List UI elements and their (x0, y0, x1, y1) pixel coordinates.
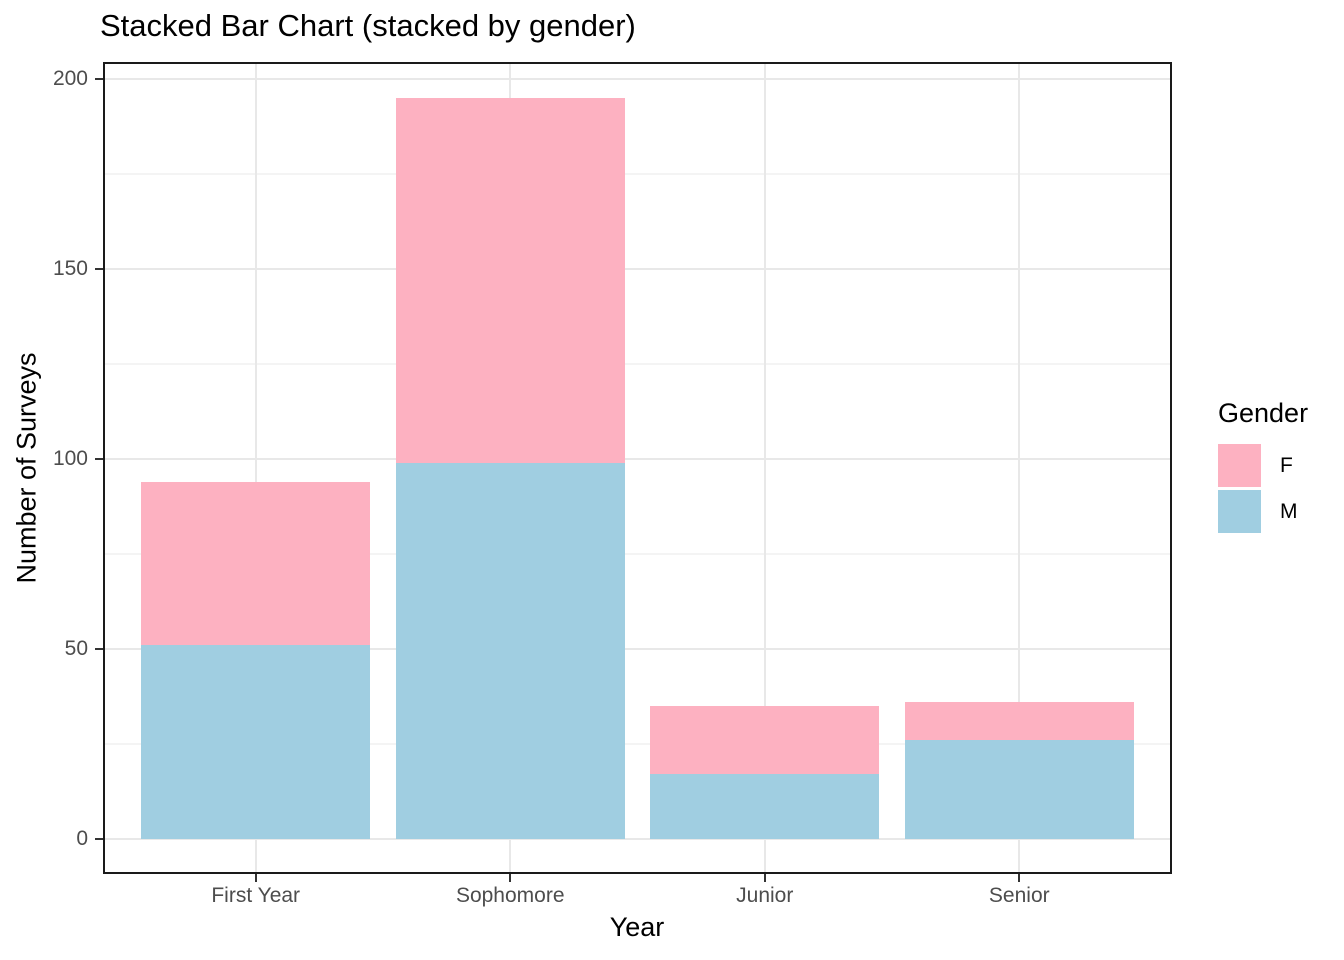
gridline-minor-h (103, 553, 1172, 555)
legend-label-m: M (1280, 499, 1298, 523)
gridline-minor-h (103, 363, 1172, 365)
gridline-minor-h (103, 743, 1172, 745)
gridline-major-h (103, 648, 1172, 650)
x-tick-mark (763, 874, 766, 882)
gridline-major-h (103, 458, 1172, 460)
x-axis-title: Year (609, 912, 665, 942)
bar-sophomore-segment-m (395, 462, 625, 839)
chart-title: Stacked Bar Chart (stacked by gender) (100, 8, 636, 43)
gridline-major-v (1018, 62, 1021, 874)
legend-label-f: F (1280, 453, 1293, 477)
x-tick-mark (509, 874, 512, 882)
y-tick-mark (95, 458, 103, 460)
y-tick-mark (95, 648, 103, 650)
y-tick-mark (95, 268, 103, 270)
bar-first-year-segment-f (141, 481, 371, 646)
y-tick-label: 200 (52, 67, 88, 90)
gridline-major-h (103, 838, 1172, 840)
x-tick-label: Junior (736, 884, 794, 907)
legend-entry-m: M (1218, 490, 1308, 533)
bar-junior-segment-f (650, 706, 880, 775)
y-tick-mark (95, 78, 103, 80)
bar-sophomore-segment-f (395, 98, 625, 463)
y-tick-label: 0 (76, 827, 88, 850)
gridline-major-h (103, 78, 1172, 80)
legend-entry-f: F (1218, 444, 1308, 487)
y-tick-label: 50 (64, 637, 88, 660)
x-tick-label: First Year (211, 884, 301, 907)
legend-title: Gender (1218, 398, 1309, 428)
legend-swatch-m (1218, 490, 1261, 533)
x-tick-mark (254, 874, 257, 882)
bar-first-year-segment-m (141, 645, 371, 839)
x-tick-mark (1018, 874, 1021, 882)
y-tick-mark (95, 838, 103, 840)
gridline-major-v (763, 62, 766, 874)
bar-senior-segment-f (904, 702, 1134, 741)
y-tick-label: 100 (52, 447, 88, 470)
x-tick-label: Senior (988, 884, 1050, 907)
gridline-major-v (254, 62, 257, 874)
legend-swatch-f (1218, 444, 1261, 487)
gridline-minor-h (103, 173, 1172, 175)
plot-panel (103, 62, 1172, 874)
bar-junior-segment-m (650, 774, 880, 839)
bar-senior-segment-m (904, 740, 1134, 839)
y-tick-label: 150 (52, 257, 88, 280)
x-tick-label: Sophomore (455, 884, 565, 907)
gridline-major-h (103, 268, 1172, 270)
